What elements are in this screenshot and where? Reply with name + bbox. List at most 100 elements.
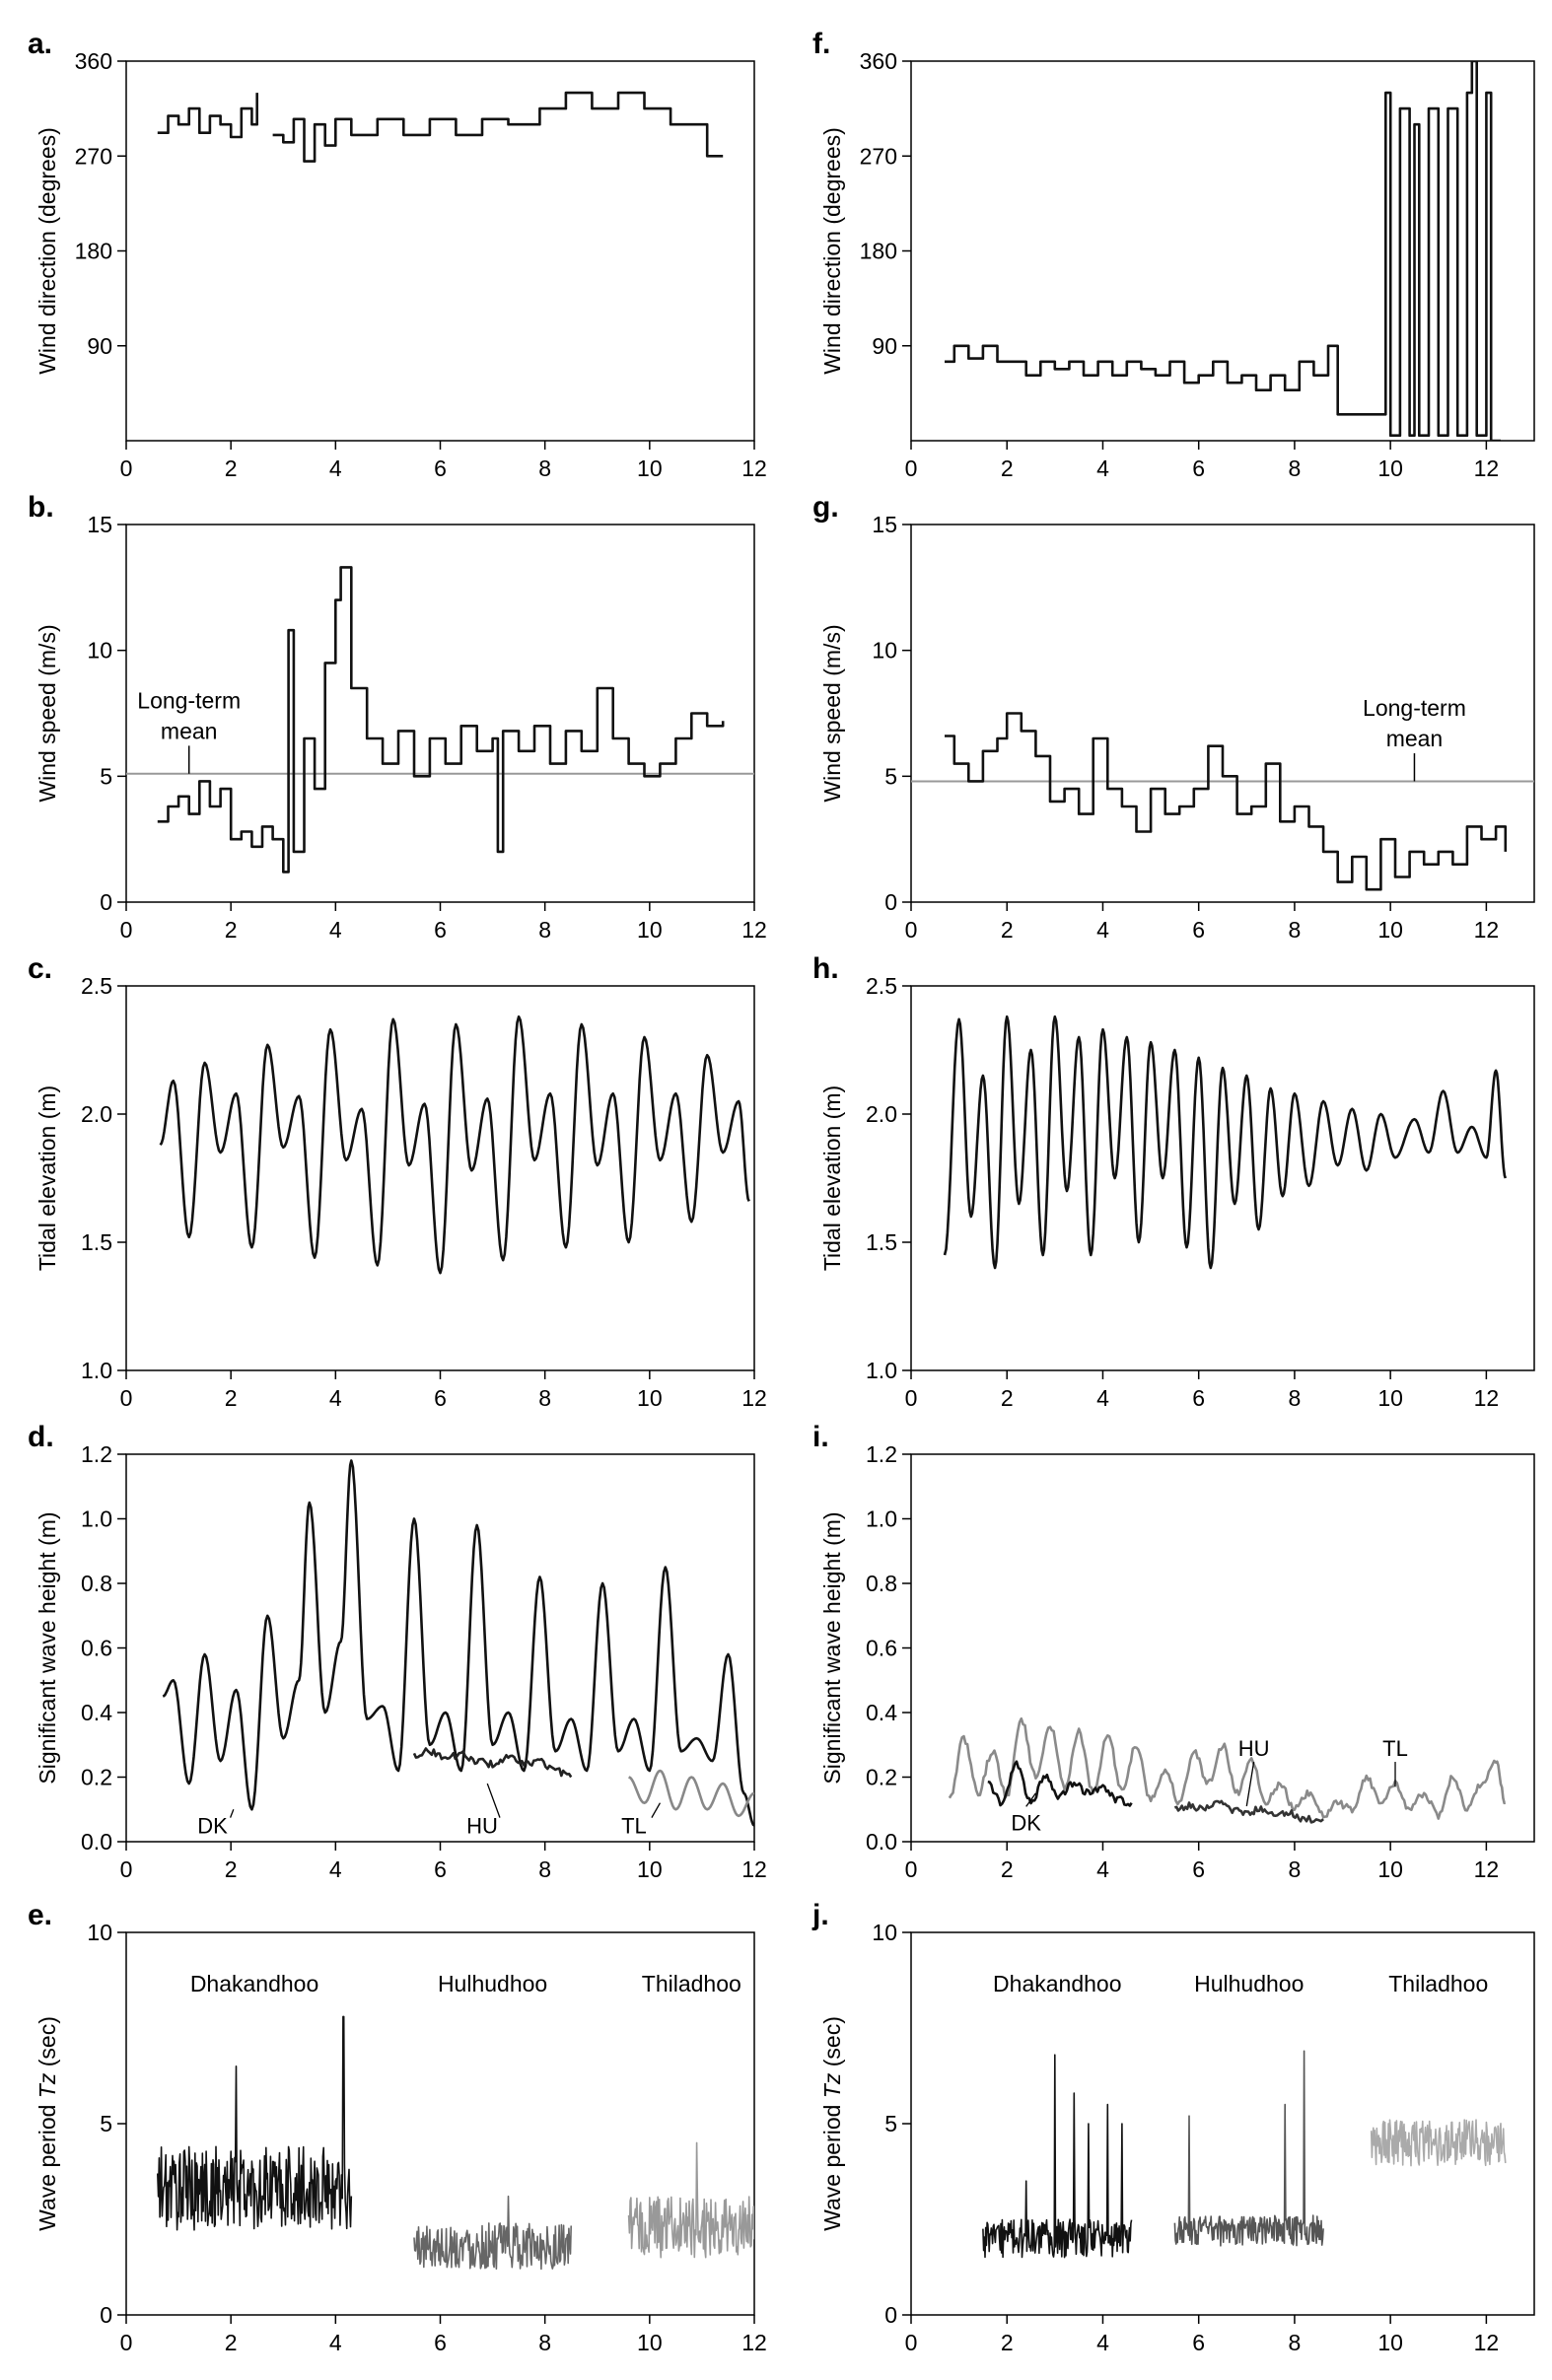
x-tick-label: 10 [637,917,663,943]
x-tick-label: 4 [329,1385,342,1411]
y-tick-label: 0.2 [81,1765,112,1790]
x-tick-label: 4 [329,2330,342,2355]
y-axis-label: Wind direction (degrees) [35,127,60,375]
y-tick-label: 5 [884,2111,897,2136]
panel-h: h. Tidal elevation (m) 0 2 4 6 8 10 12 1.0 1.5 2.0 2… [812,952,1535,1411]
annotation-leader [651,1802,662,1818]
plot-frame [910,524,1535,903]
plot-area [162,1459,754,1827]
x-tick-label: 8 [538,1385,551,1411]
x-tick-label: 12 [1474,1385,1500,1411]
x-tick-label: 8 [1289,1385,1302,1411]
x-tick-label: 0 [905,917,918,943]
panel-label: b. [28,491,54,524]
x-tick-label: 2 [225,455,238,481]
x-tick-label: 0 [120,1385,133,1411]
x-tick-label: 2 [1001,2330,1014,2355]
plot-area [982,2050,1507,2259]
series-line-thiladhoo [1370,2119,1507,2167]
y-tick-label: 0.0 [866,1829,897,1855]
x-tick-label: 4 [329,917,342,943]
plot-frame [910,1453,1535,1843]
panel-c: c. Tidal elevation (m) 0 2 4 6 8 10 12 1.0 1.5 2.0 2… [28,952,767,1411]
annotation-leader [1025,1792,1036,1807]
y-tick-label: 180 [860,239,897,264]
x-tick-label: 4 [329,455,342,481]
plot-frame [125,524,755,903]
y-axis-label-part: Tz [819,2072,845,2098]
y-axis-label: Wave period Tz (sec) [35,2016,60,2231]
y-tick-label: 0.2 [866,1765,897,1790]
x-tick-label: 12 [1474,455,1500,481]
annotation-leader [1245,1761,1255,1807]
x-tick-label: 8 [1289,455,1302,481]
y-tick-label: 0.4 [866,1700,897,1725]
x-tick-label: 10 [637,2330,663,2355]
panel-label: c. [28,952,52,985]
plot-frame [125,1453,755,1843]
x-tick-label: 2 [1001,455,1014,481]
series-line-tl [628,1769,754,1818]
y-tick-label: 10 [872,638,897,664]
series-line-dk [162,1459,754,1827]
annotation-mean: mean [1386,726,1444,751]
x-tick-label: 10 [1377,1385,1403,1411]
plot-area [126,566,754,874]
y-tick-label: 15 [872,512,897,537]
y-tick-label: 0 [884,889,897,915]
x-tick-label: 12 [741,455,767,481]
group-label: Dhakandhoo [190,1971,318,1996]
series-annotation: HU [466,1814,498,1839]
series-annotation: DK [1011,1810,1041,1835]
x-tick-label: 8 [1289,1856,1302,1882]
y-axis-label: Wind speed (m/s) [35,624,60,802]
x-tick-label: 4 [1096,1385,1109,1411]
y-tick-label: 90 [87,333,112,359]
panel-j: j. Wave period Tz (sec) 0 2 4 6 8 10 12 0 5 10 Dhaka… [811,1899,1535,2355]
x-tick-label: 12 [741,917,767,943]
y-tick-label: 10 [872,1920,897,1945]
y-axis-label-part: Wave period [35,2098,60,2231]
y-tick-label: 0.0 [81,1829,112,1855]
plot-area [945,61,1501,441]
panel-label: d. [28,1421,54,1453]
series-line-s0 [945,61,1501,441]
series-line-tl [948,1716,1506,1820]
y-tick-label: 360 [860,48,897,74]
y-tick-label: 360 [75,48,112,74]
x-tick-label: 0 [905,2330,918,2355]
x-tick-label: 12 [741,2330,767,2355]
x-tick-label: 8 [538,917,551,943]
y-tick-label: 0.6 [866,1636,897,1661]
y-tick-label: 2.5 [81,973,112,999]
plot-area [948,1716,1506,1824]
x-tick-label: 6 [434,455,447,481]
x-tick-label: 12 [741,1385,767,1411]
panel-label: i. [812,1421,829,1453]
x-tick-label: 10 [637,1856,663,1882]
panel-b: b. Wind speed (m/s) 0 2 4 6 8 10 12 0 5 10 15 Long-te… [28,491,767,943]
x-tick-label: 2 [225,1856,238,1882]
series-line-hulhudhoo [1173,2050,1324,2247]
x-tick-label: 10 [1377,455,1403,481]
series-annotation: HU [1238,1736,1270,1761]
y-tick-label: 5 [100,763,112,789]
x-tick-label: 8 [538,455,551,481]
y-tick-label: 1.2 [81,1441,112,1467]
annotation-mean: mean [161,718,218,743]
y-tick-label: 1.5 [866,1229,897,1255]
x-tick-label: 4 [1096,917,1109,943]
y-tick-label: 15 [87,512,112,537]
group-label: Hulhudhoo [1194,1971,1304,1996]
panel-label: j. [811,1899,829,1931]
group-label: Hulhudhoo [438,1971,547,1996]
x-tick-label: 6 [1192,1856,1205,1882]
y-axis-label-part: Tz [35,2072,60,2098]
y-tick-label: 10 [87,1920,112,1945]
panel-g: g. Wind speed (m/s) 0 2 4 6 8 10 12 0 5 10 15 Long-te… [812,491,1535,943]
y-tick-label: 0.4 [81,1700,112,1725]
y-axis-label: Wave period Tz (sec) [819,2016,845,2231]
y-tick-label: 0.8 [866,1571,897,1596]
plot-area [157,2015,754,2271]
x-tick-label: 6 [1192,1385,1205,1411]
